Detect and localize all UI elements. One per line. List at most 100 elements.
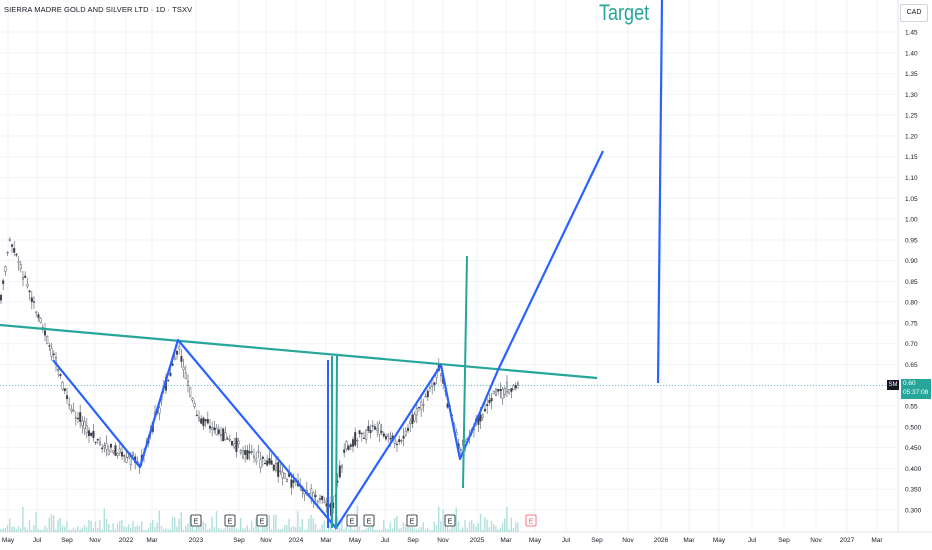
volume-bar <box>266 520 268 532</box>
volume-bar <box>94 521 97 532</box>
candle-body <box>2 280 5 284</box>
x-tick-label: May <box>2 537 15 544</box>
volume-bar <box>405 524 407 532</box>
volume-bar <box>396 515 398 532</box>
volume-bar <box>354 529 356 532</box>
earnings-marker[interactable] <box>363 514 375 527</box>
volume-bar <box>490 521 493 532</box>
measured-move-right[interactable] <box>462 255 468 489</box>
volume-bar <box>20 528 22 532</box>
volume-bar <box>158 510 160 532</box>
candle-body <box>70 408 73 411</box>
volume-bar <box>264 523 266 532</box>
candle-body <box>380 430 383 433</box>
volume-bar <box>211 516 213 532</box>
candle-body <box>281 471 284 479</box>
candle-body <box>226 438 229 440</box>
volume-bar <box>380 529 383 532</box>
volume-bar <box>268 514 270 532</box>
earnings-marker[interactable] <box>256 514 268 527</box>
candle-body <box>103 445 106 448</box>
y-tick-label: 0.75 <box>905 320 918 327</box>
candle-body <box>81 420 84 426</box>
earnings-marker[interactable] <box>525 514 537 527</box>
earnings-marker[interactable] <box>444 514 456 527</box>
candle-body <box>206 419 209 424</box>
volume-bar <box>182 529 185 532</box>
volume-bar <box>143 529 145 532</box>
y-tick-label: 0.500 <box>905 424 922 431</box>
candle-body <box>495 388 498 396</box>
candle-body <box>120 451 123 457</box>
earnings-marker[interactable] <box>406 514 418 527</box>
candle-body <box>8 239 11 241</box>
volume-bar <box>145 529 147 532</box>
measured-move-left-2[interactable] <box>335 355 338 529</box>
volume-bar <box>123 526 125 532</box>
volume-bar <box>255 517 257 532</box>
x-tick-label: Mar <box>871 537 883 544</box>
candle-body <box>343 449 346 453</box>
candle-body <box>459 449 462 451</box>
volume-bar <box>378 529 380 532</box>
volume-bar <box>253 527 255 532</box>
candle-body <box>367 426 370 431</box>
volume-bar <box>59 517 61 532</box>
volume-bar <box>198 526 200 532</box>
volume-bar <box>119 521 121 532</box>
candle-body <box>208 425 211 429</box>
volume-bar <box>389 522 391 532</box>
candle-body <box>127 456 130 459</box>
volume-bar <box>493 524 495 532</box>
candle-body <box>37 314 40 318</box>
target-projection-line[interactable] <box>656 0 664 384</box>
candle-body <box>10 244 13 247</box>
w-pattern-line[interactable] <box>52 150 604 530</box>
candle-body <box>413 414 416 422</box>
volume-bar <box>229 527 231 532</box>
candle-body <box>360 432 363 435</box>
volume-bar <box>17 526 20 532</box>
candle-body <box>173 357 176 360</box>
volume-bar <box>466 528 468 532</box>
candle-body <box>178 346 181 350</box>
candle-body <box>420 401 423 410</box>
volume-bar <box>213 527 215 532</box>
earnings-marker-label: E <box>228 519 233 526</box>
currency-selector[interactable]: CAD <box>900 4 928 22</box>
volume-bar <box>185 525 187 532</box>
earnings-marker[interactable] <box>190 514 202 527</box>
volume-bar <box>101 529 103 532</box>
volume-bar <box>451 523 453 532</box>
candle-body <box>389 438 392 440</box>
earnings-marker[interactable] <box>224 514 236 527</box>
candle-body <box>400 440 403 442</box>
x-tick-label: 2025 <box>470 537 485 544</box>
volume-bar <box>317 529 319 532</box>
candle-body <box>512 385 515 391</box>
volume-bar <box>383 520 385 532</box>
volume-bar <box>407 526 409 532</box>
candle-body <box>264 462 267 465</box>
volume-bar <box>409 527 411 532</box>
candle-body <box>193 403 196 407</box>
volume-bar <box>422 522 424 532</box>
candle-body <box>316 500 319 502</box>
volume-bar <box>79 529 81 532</box>
x-tick-label: May <box>349 537 362 544</box>
y-tick-label: 1.10 <box>905 175 918 182</box>
candle-body <box>33 301 36 303</box>
earnings-marker[interactable] <box>346 514 358 527</box>
volume-bar <box>112 523 114 532</box>
x-tick-label: Nov <box>622 537 634 544</box>
x-tick-label: Nov <box>89 537 101 544</box>
candle-body <box>107 449 110 456</box>
candle-body <box>116 453 119 456</box>
volume-bar <box>284 524 286 532</box>
x-tick-label: Mar <box>320 537 332 544</box>
candle-body <box>101 447 104 450</box>
x-tick-label: Sep <box>233 537 245 544</box>
volume-bar <box>462 527 464 532</box>
volume-bar <box>180 512 182 532</box>
